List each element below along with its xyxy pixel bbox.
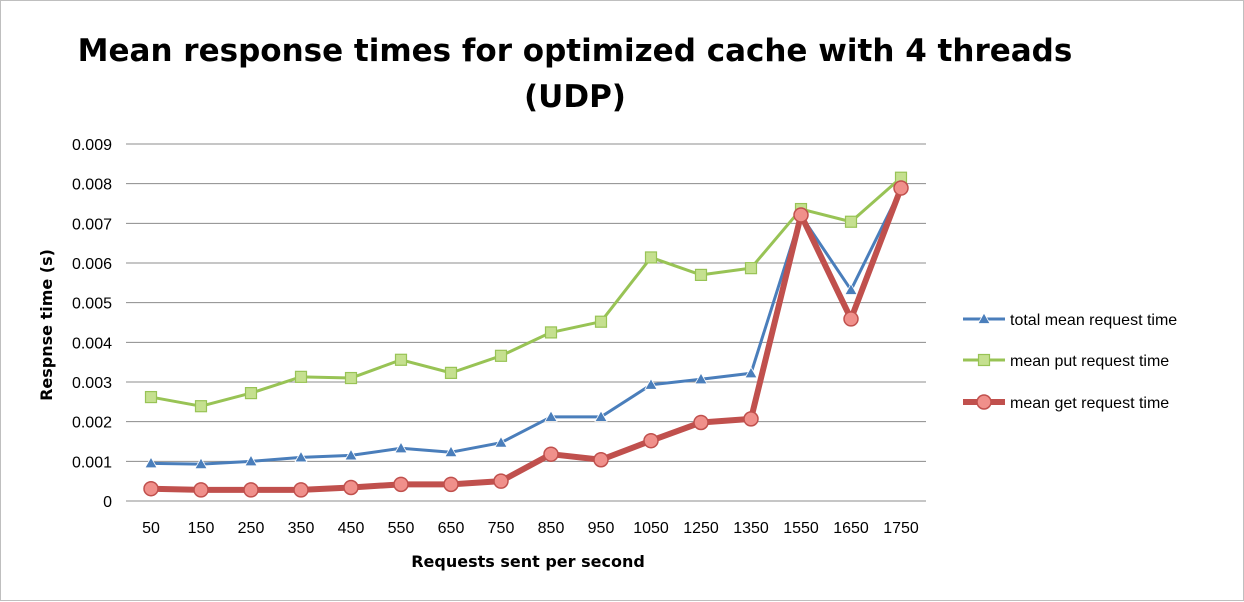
series-0 (144, 182, 908, 470)
data-point (344, 448, 358, 461)
data-point (644, 251, 658, 264)
data-point (694, 372, 708, 385)
x-tick-label: 1050 (633, 520, 669, 537)
legend-label: total mean request time (1010, 312, 1177, 329)
series-1 (144, 171, 908, 413)
data-point (393, 476, 409, 493)
y-tick-label: 0.006 (72, 256, 112, 273)
y-tick-label: 0.005 (72, 296, 112, 313)
data-point (194, 457, 208, 470)
x-tick-label: 750 (488, 520, 515, 537)
data-point (394, 353, 408, 366)
data-point (693, 414, 709, 431)
data-point (643, 432, 659, 449)
data-point (143, 480, 159, 497)
y-axis-label: Respnse time (s) (37, 249, 56, 401)
x-tick-label: 1350 (733, 520, 769, 537)
y-tick-label: 0.007 (72, 216, 112, 233)
data-point (694, 268, 708, 281)
data-point (293, 482, 309, 498)
chart-title-line-1: Mean response times for optimized cache … (78, 33, 1073, 69)
data-point (343, 479, 359, 496)
x-tick-label: 150 (188, 520, 215, 537)
data-point (444, 445, 458, 458)
x-tick-label: 650 (438, 520, 465, 537)
y-tick-label: 0.003 (72, 375, 112, 392)
x-axis-label: Requests sent per second (411, 552, 645, 571)
data-point (493, 473, 509, 489)
data-point (294, 370, 308, 383)
x-tick-label: 450 (338, 520, 365, 537)
data-point (294, 450, 308, 463)
data-point (194, 400, 208, 413)
data-point (144, 456, 158, 469)
data-point (644, 377, 658, 390)
x-tick-label: 950 (588, 520, 615, 537)
data-point (144, 390, 158, 404)
data-point (494, 435, 508, 448)
data-point (594, 315, 608, 328)
x-tick-label: 1250 (683, 520, 719, 537)
data-point (843, 311, 859, 327)
y-tick-label: 0.002 (72, 415, 112, 432)
chart-title-line-2: (UDP) (524, 79, 626, 115)
data-point (193, 482, 209, 498)
x-tick-label: 350 (288, 520, 315, 537)
data-point (443, 476, 459, 493)
data-point (243, 482, 259, 498)
legend-item: total mean request time (963, 312, 1177, 329)
data-point (544, 410, 558, 422)
data-point (793, 207, 809, 223)
x-tick-label: 250 (238, 520, 265, 537)
legend-item: mean get request time (963, 394, 1169, 412)
data-point (494, 349, 508, 362)
y-tick-label: 0 (103, 494, 112, 511)
legend-item: mean put request time (963, 353, 1169, 370)
data-point (744, 262, 758, 275)
x-tick-label: 850 (538, 520, 565, 537)
data-point (543, 446, 559, 462)
legend-marker (977, 353, 991, 367)
series-line (150, 188, 903, 466)
legend-label: mean put request time (1010, 353, 1169, 370)
data-point (594, 410, 608, 422)
y-tick-label: 0.004 (72, 335, 112, 352)
y-tick-label: 0.001 (72, 454, 112, 471)
data-point (544, 326, 558, 339)
series-line (150, 186, 904, 493)
data-point (244, 454, 258, 467)
data-point (744, 366, 758, 379)
y-tick-label: 0.008 (72, 177, 112, 194)
y-axis-ticks: 0 0.001 0.002 0.003 0.004 0.005 0.006 0.007 0.00… (72, 137, 112, 511)
x-tick-label: 50 (142, 520, 160, 537)
x-tick-label: 1650 (833, 520, 869, 537)
data-point (844, 283, 858, 295)
y-tick-label: 0.009 (72, 137, 112, 154)
legend-label: mean get request time (1010, 395, 1169, 412)
data-point (344, 371, 358, 385)
x-axis-ticks: 50 150 250 350 450 550 650 750 850 950 1050 1250 135… (142, 520, 919, 537)
data-point (743, 411, 759, 427)
series-2 (143, 180, 909, 498)
x-tick-label: 1550 (783, 520, 819, 537)
series-layer (143, 171, 909, 498)
x-tick-label: 1750 (883, 520, 919, 537)
gridlines (126, 143, 926, 502)
x-tick-label: 550 (388, 520, 415, 537)
data-point (893, 180, 909, 196)
data-point (593, 451, 609, 468)
series-line (150, 176, 902, 408)
data-point (444, 366, 458, 379)
legend-marker (977, 312, 991, 324)
legend-marker (976, 394, 992, 410)
legend: total mean request time mean put request … (963, 312, 1177, 412)
data-point (244, 387, 258, 400)
data-point (844, 215, 858, 228)
data-point (394, 441, 408, 454)
